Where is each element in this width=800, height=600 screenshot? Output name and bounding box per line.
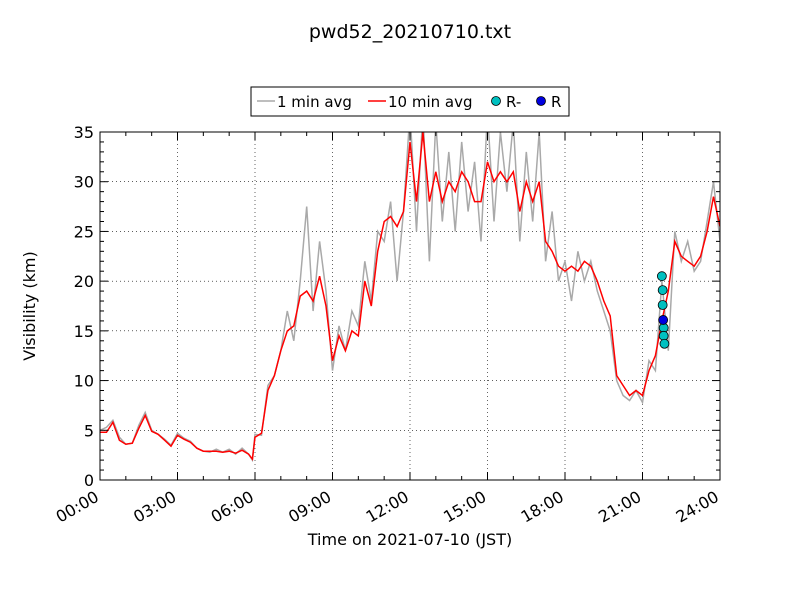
series-line-10-min-avg xyxy=(100,132,720,461)
grid xyxy=(100,132,720,480)
y-tick-label: 25 xyxy=(74,222,94,241)
x-tick-label: 12:00 xyxy=(363,487,412,527)
legend-entry-r: R xyxy=(536,93,561,111)
legend-box xyxy=(250,86,570,117)
legend-label-10-min-avg: 10 min avg xyxy=(388,93,473,111)
point-r xyxy=(658,315,669,325)
point-r-minus xyxy=(657,300,668,310)
x-tick-label: 03:00 xyxy=(130,487,179,527)
y-tick-label: 15 xyxy=(74,322,94,341)
x-tick-label: 09:00 xyxy=(285,487,334,527)
y-tick-label: 35 xyxy=(74,123,94,142)
y-tick-label: 0 xyxy=(84,471,94,490)
scatter-points xyxy=(656,271,670,349)
legend-label-1-min-avg: 1 min avg xyxy=(277,93,352,111)
legend-entry-1-min-avg: 1 min avg xyxy=(257,93,352,111)
legend-entry-10-min-avg: 10 min avg xyxy=(368,93,473,111)
x-tick-label: 15:00 xyxy=(440,487,489,527)
x-axis-label: Time on 2021-07-10 (JST) xyxy=(307,530,512,549)
y-axis-label: Visibility (km) xyxy=(20,251,39,360)
y-tick-labels: 0 5 10 15 20 25 30 35 xyxy=(74,123,94,490)
legend: 1 min avg 10 min avg R- R xyxy=(250,86,570,117)
axis-ticks xyxy=(99,131,721,481)
x-tick-label: 18:00 xyxy=(518,487,567,527)
x-tick-label: 00:00 xyxy=(53,487,102,527)
legend-label-r-minus: R- xyxy=(506,93,521,111)
legend-entry-r-minus: R- xyxy=(491,93,521,111)
chart-title: pwd52_20210710.txt xyxy=(309,21,511,43)
legend-marker-r-minus xyxy=(491,96,501,106)
x-tick-label: 21:00 xyxy=(595,487,644,527)
point-r-minus xyxy=(659,338,670,349)
y-tick-label: 30 xyxy=(74,173,94,192)
y-tick-label: 10 xyxy=(74,372,94,391)
y-tick-label: 20 xyxy=(74,272,94,291)
x-tick-label: 06:00 xyxy=(208,487,257,527)
x-tick-label: 24:00 xyxy=(673,487,722,527)
point-r-minus xyxy=(656,271,667,282)
y-tick-label: 5 xyxy=(84,421,94,440)
legend-label-r: R xyxy=(551,93,561,111)
point-r-minus xyxy=(657,285,668,295)
legend-marker-r xyxy=(536,96,546,106)
plot-area: 00:00 03:00 06:00 09:00 12:00 15:00 18:00 21:00… xyxy=(53,123,722,527)
x-tick-labels: 00:00 03:00 06:00 09:00 12:00 15:00 18:00 21:00… xyxy=(53,487,722,527)
